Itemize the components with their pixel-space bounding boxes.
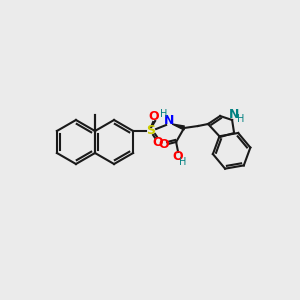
Text: H: H: [237, 114, 245, 124]
Text: O: O: [149, 110, 159, 124]
Text: N: N: [164, 115, 174, 128]
Text: S: S: [147, 124, 156, 137]
Polygon shape: [172, 124, 184, 130]
Text: H: H: [179, 157, 187, 167]
Text: N: N: [229, 107, 239, 121]
Text: H: H: [160, 109, 168, 119]
Text: O: O: [173, 151, 183, 164]
Text: O: O: [153, 136, 164, 149]
Text: O: O: [159, 137, 170, 151]
